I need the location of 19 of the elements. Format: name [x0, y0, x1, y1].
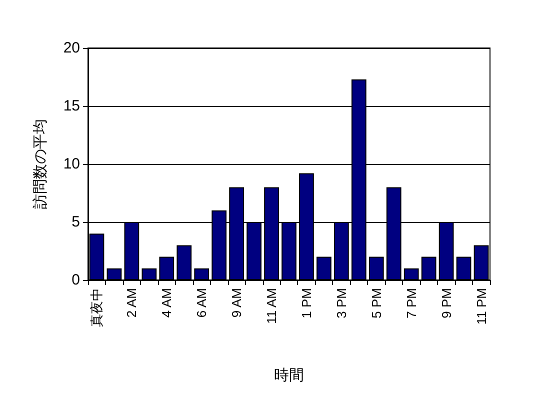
- y-tick-label: 0: [72, 272, 80, 288]
- x-tick-label: 11 AM: [264, 288, 280, 324]
- x-tick-label: 3 PM: [334, 288, 349, 318]
- x-tick-label: 5 PM: [368, 288, 384, 318]
- x-tick-label: 9 AM: [229, 288, 244, 318]
- y-tick-label: 10: [63, 156, 80, 172]
- x-tick-label: 9 PM: [438, 288, 454, 318]
- y-axis-title: 訪問数の平均: [32, 119, 49, 209]
- x-tick-label: 真夜中: [89, 288, 104, 327]
- x-tick-label: 7 PM: [404, 288, 419, 318]
- x-tick-label: 1 PM: [298, 288, 314, 318]
- y-tick-label: 5: [72, 214, 80, 230]
- y-tick-label: 20: [63, 40, 80, 56]
- x-tick-label: 2 AM: [124, 288, 140, 318]
- x-axis-title: 時間: [274, 367, 304, 384]
- x-tick-label: 4 AM: [159, 288, 174, 318]
- y-tick-label: 15: [63, 98, 80, 114]
- x-tick-label: 11 PM: [474, 288, 489, 325]
- x-tick-label: 6 AM: [194, 288, 210, 318]
